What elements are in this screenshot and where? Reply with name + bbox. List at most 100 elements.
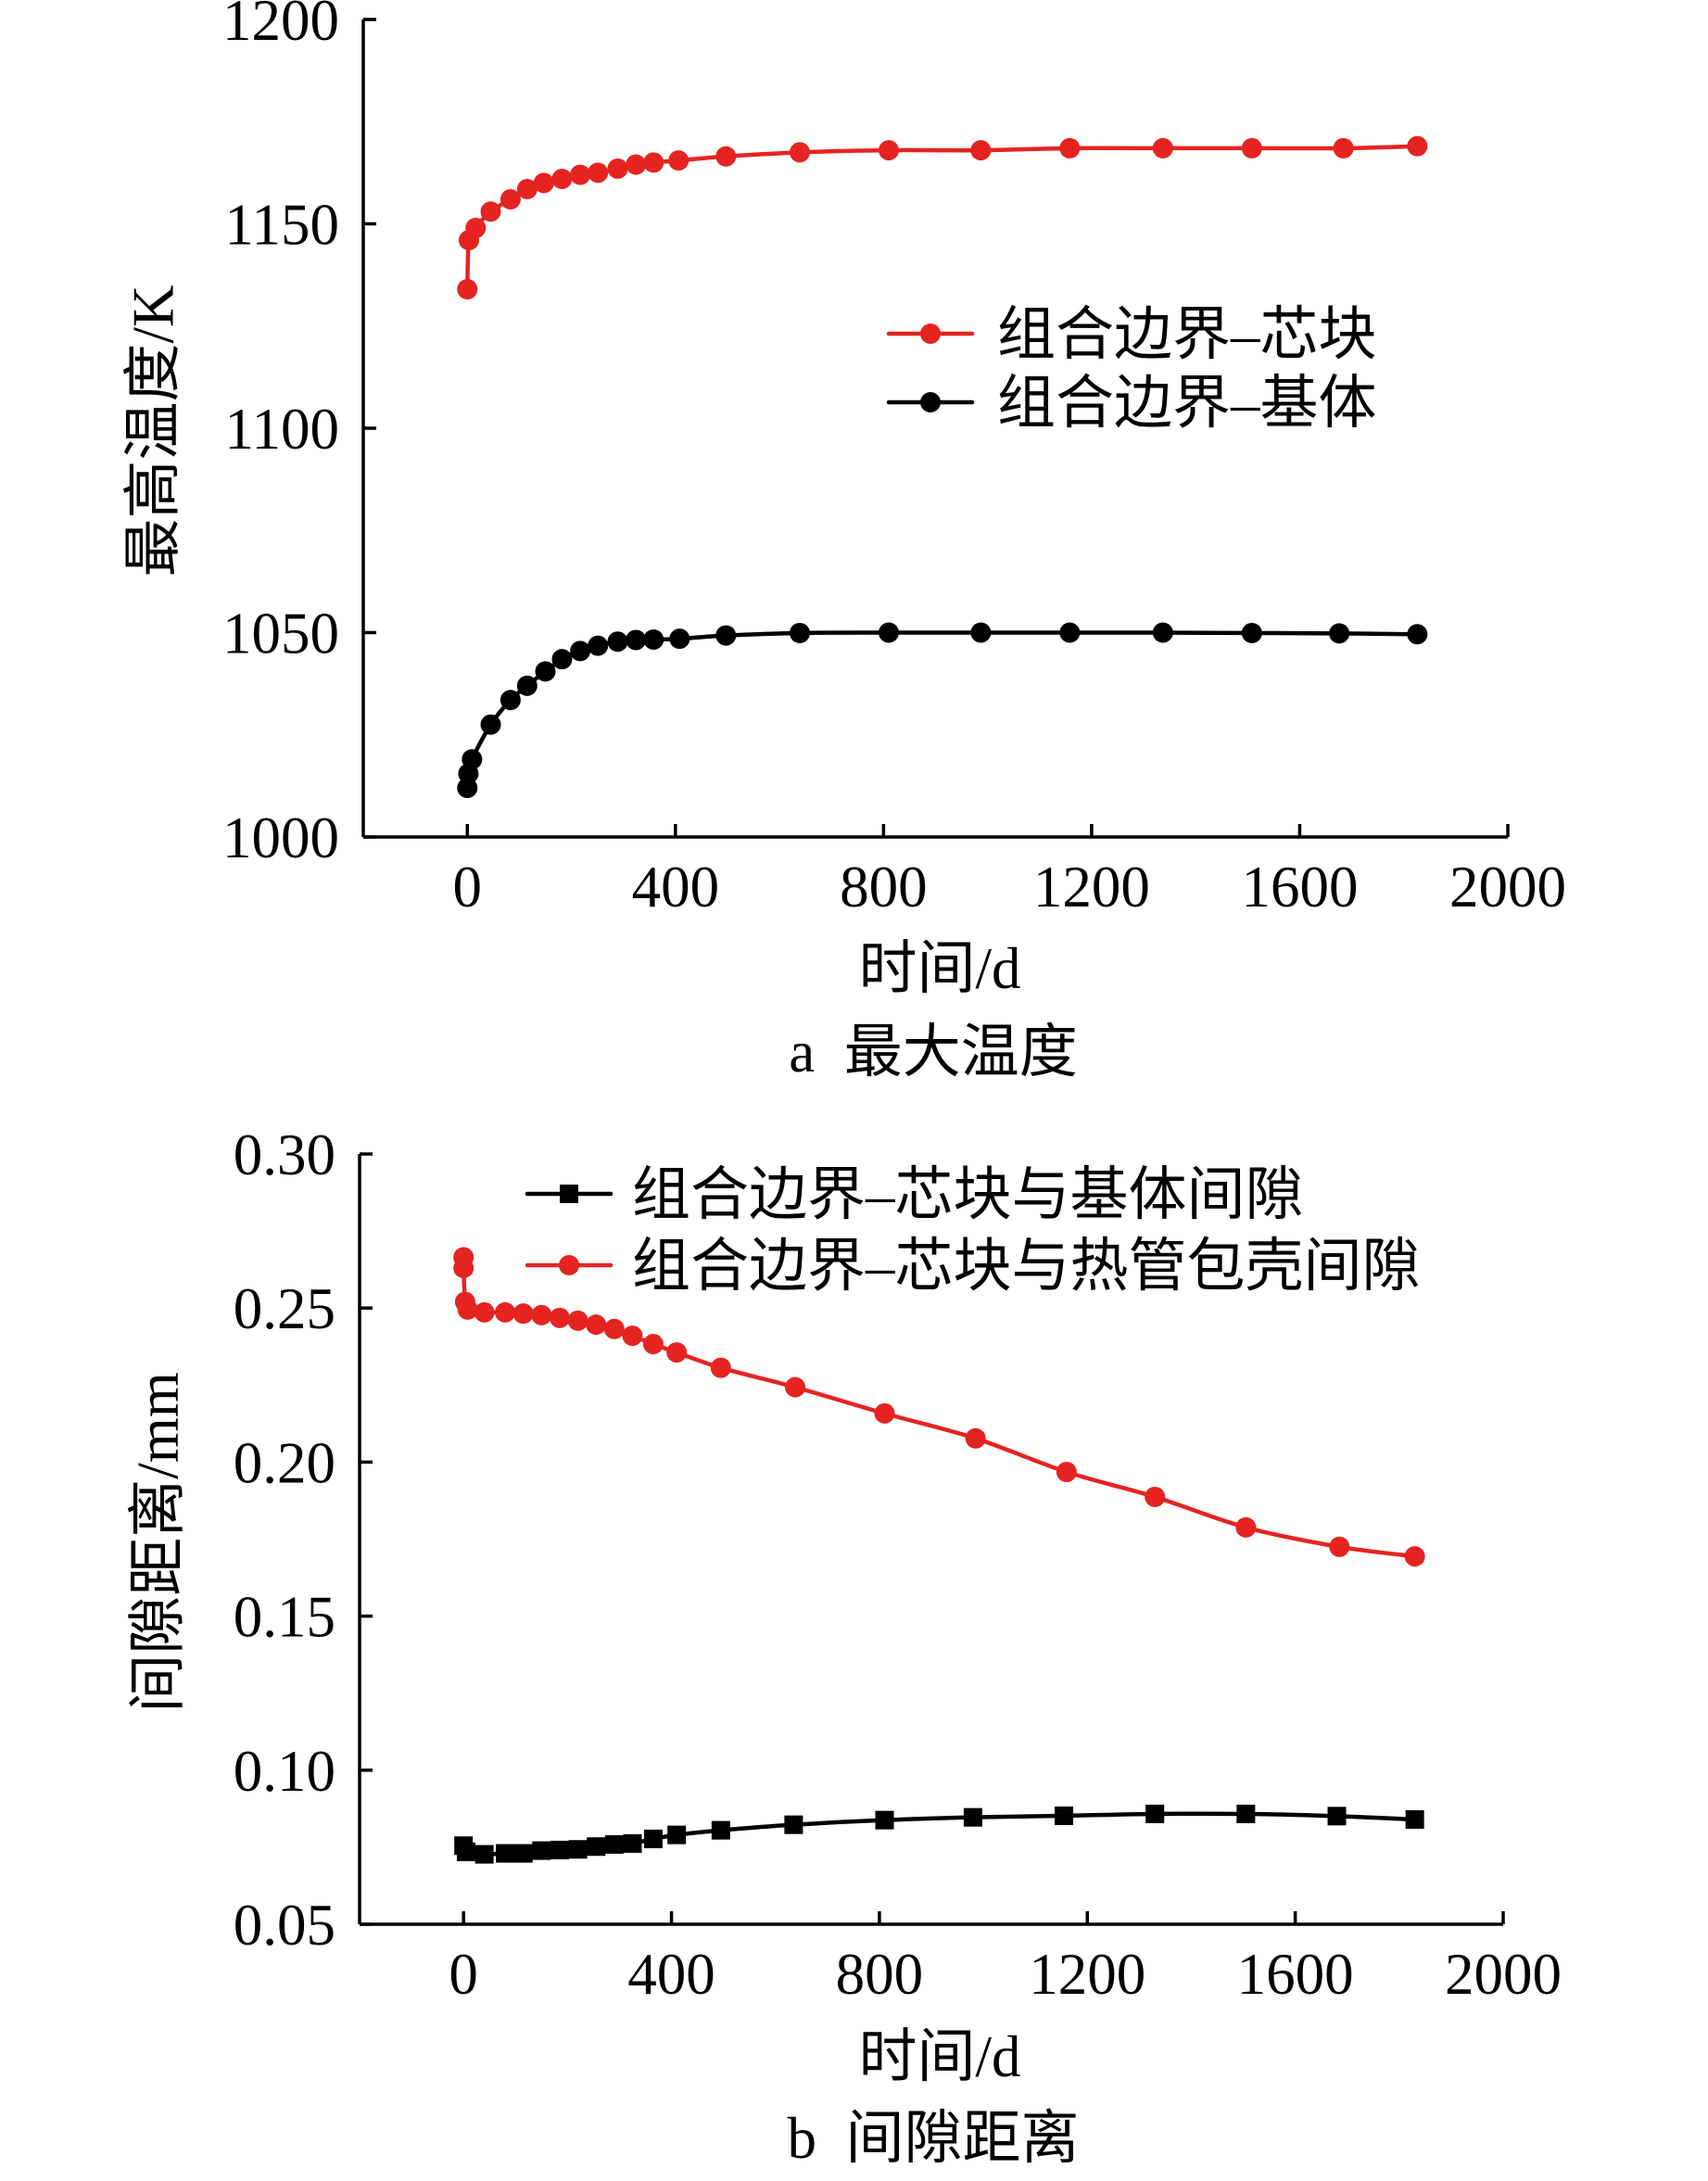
chart-a-data-point — [533, 172, 554, 194]
chart-b-data-point — [711, 1820, 730, 1840]
chart-a-data-point — [500, 189, 521, 210]
chart-b-data-point — [1145, 1805, 1165, 1824]
chart-b-data-point — [456, 1842, 475, 1861]
chart-a-y-tick-label: 1150 — [224, 193, 339, 258]
chart-b-x-tick-label: 2000 — [1445, 1942, 1562, 2007]
chart-a-legend-label: 组合边界–芯块 — [997, 302, 1377, 367]
chart-a-data-point — [1329, 623, 1350, 644]
chart-a-data-point — [1407, 135, 1428, 157]
chart-b-x-tick-label: 400 — [627, 1942, 715, 2007]
chart-a-data-point — [1059, 137, 1081, 159]
chart-a-data-point — [789, 622, 810, 643]
chart-a-data-point — [462, 749, 483, 770]
chart-b-data-point — [710, 1357, 731, 1378]
chart-a-data-point — [878, 140, 899, 161]
chart-a-data-point — [500, 690, 521, 711]
chart-b-data-point — [1055, 1806, 1074, 1825]
chart-b-data-point — [1404, 1546, 1425, 1567]
chart-a-data-point — [643, 628, 664, 650]
chart-b-data-point — [667, 1825, 687, 1845]
chart-b-data-point — [1236, 1805, 1256, 1824]
chart-b-series-2 — [453, 1247, 1425, 1567]
chart-a-data-point — [1333, 137, 1354, 159]
chart-b-data-point — [666, 1342, 688, 1363]
chart-b-x-tick-label: 1200 — [1029, 1942, 1145, 2007]
chart-a-y-tick-label: 1200 — [222, 0, 339, 53]
chart-a-data-point — [1241, 137, 1262, 159]
chart-a-x-axis-label: 时间/d — [858, 936, 1020, 1001]
chart-a-data-point — [669, 628, 690, 650]
chart-b-x-tick-label: 0 — [449, 1942, 478, 2007]
chart-b-data-point — [604, 1834, 624, 1854]
chart-a-legend-item: 组合边界–基体 — [886, 371, 1377, 436]
chart-b-legend-label: 组合边界–芯块与热管包壳间隙 — [632, 1234, 1421, 1299]
chart-a-data-point — [1407, 624, 1428, 645]
chart-b-data-point — [1327, 1807, 1347, 1826]
chart-b-data-point — [785, 1376, 806, 1398]
chart-a-data-point — [715, 625, 737, 646]
chart-a-legend-label: 组合边界–基体 — [997, 371, 1377, 436]
chart-b-data-point — [474, 1301, 495, 1323]
chart-b-data-point — [1145, 1486, 1166, 1507]
chart-b-data-point — [495, 1301, 516, 1323]
chart-a-data-point — [607, 158, 628, 179]
chart-b-data-point — [568, 1840, 588, 1859]
chart-b-legend-marker — [560, 1185, 578, 1203]
chart-a-legend-marker — [920, 323, 941, 344]
chart-b-data-point — [1056, 1462, 1077, 1483]
chart-a-y-axis-label: 最高温度/K — [120, 285, 185, 577]
chart-b-data-point — [567, 1310, 588, 1331]
chart-b-y-tick-label: 0.15 — [234, 1585, 335, 1650]
chart-a-data-point — [643, 152, 664, 173]
chart-b-data-point — [496, 1844, 515, 1863]
chart-a-data-point — [588, 635, 609, 656]
chart-a-data-point — [465, 217, 487, 238]
chart-b-data-point — [642, 1334, 664, 1355]
chart-b-y-tick-label: 0.20 — [234, 1430, 335, 1495]
chart-a-data-point — [789, 142, 810, 163]
chart-a-x-tick-label: 1600 — [1241, 855, 1358, 919]
chart-b-data-point — [1405, 1809, 1424, 1829]
chart-b-data-point — [532, 1841, 551, 1860]
chart-a-data-point — [970, 140, 992, 161]
chart-b-data-point — [603, 1318, 625, 1339]
chart-a-data-point — [1152, 622, 1173, 643]
chart-a-data-point — [516, 675, 538, 696]
chart-a-data-point — [588, 162, 609, 184]
chart-a-series-1 — [457, 135, 1428, 300]
chart-b-x-tick-label: 1600 — [1237, 1942, 1354, 2007]
chart-a-series-line — [465, 630, 1420, 791]
chart-b-data-point — [623, 1833, 642, 1853]
chart-b-legend-marker — [559, 1255, 579, 1275]
chart-a-data-point — [668, 150, 690, 171]
chart-a-legend-marker — [920, 392, 941, 412]
chart-b-y-tick-label: 0.05 — [234, 1893, 335, 1958]
chart-a-data-point — [970, 622, 992, 643]
chart-a-x-tick-label: 1200 — [1033, 855, 1150, 919]
chart-a-x-tick-label: 400 — [632, 855, 720, 919]
chart-b-data-point — [550, 1840, 569, 1859]
chart-b-legend-item: 组合边界–芯块与基体间隙 — [525, 1162, 1304, 1227]
chart-a-data-point — [1059, 622, 1081, 643]
chart-b-caption: b 间隙距离 — [788, 2106, 1080, 2171]
chart-b-y-axis-label: 间隙距离/mm — [125, 1372, 190, 1713]
chart-b-data-point — [784, 1815, 803, 1834]
chart-b-x-tick-label: 800 — [836, 1942, 924, 2007]
chart-a-data-point — [878, 622, 899, 643]
chart-b-data-point — [531, 1304, 552, 1325]
chart-a-data-point — [607, 631, 628, 653]
chart-b-data-point — [965, 1427, 986, 1449]
chart-b-y-tick-label: 0.25 — [234, 1276, 335, 1341]
chart-b-legend-item: 组合边界–芯块与热管包壳间隙 — [525, 1234, 1421, 1299]
chart-a-data-point — [715, 146, 737, 167]
chart-a-data-point — [457, 279, 478, 300]
chart-a-data-point — [551, 649, 573, 670]
chart-a-x-tick-label: 800 — [840, 855, 928, 919]
chart-a-data-point — [535, 661, 556, 682]
chart-a-data-point — [1241, 622, 1262, 643]
chart-b-y-tick-label: 0.30 — [234, 1122, 335, 1187]
chart-b-series-line — [461, 1255, 1417, 1559]
chart-a: 最高温度/K 时间/d a 最大温度 0 400 800 1200 1600 2000 10… — [120, 0, 1566, 1084]
chart-b-data-point — [963, 1807, 982, 1827]
chart-b-data-point — [453, 1257, 474, 1278]
